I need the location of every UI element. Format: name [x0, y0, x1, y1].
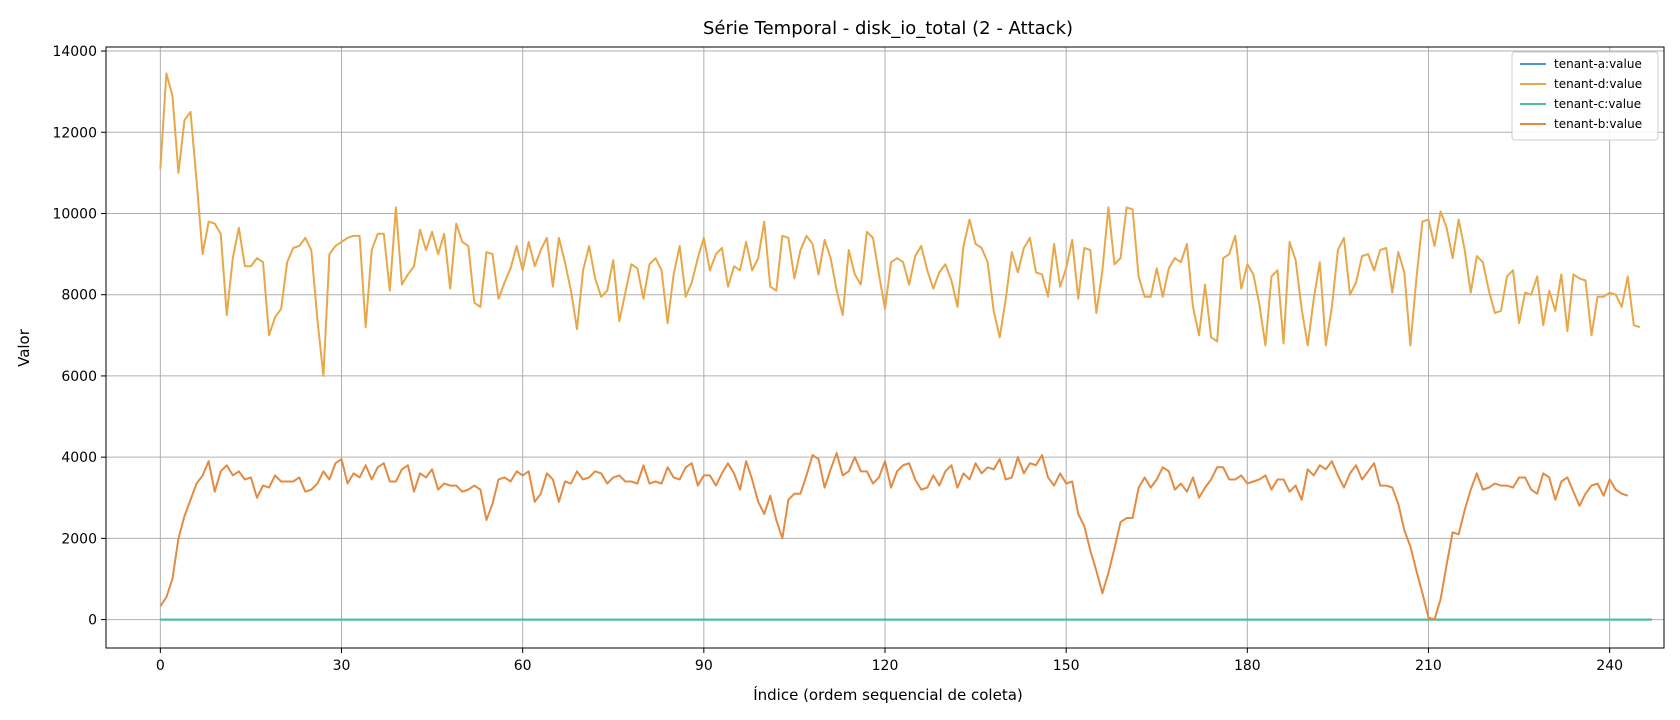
series-line-tenant-d: [159, 72, 1641, 377]
y-tick-label: 0: [88, 613, 97, 629]
x-tick-label: 0: [156, 658, 165, 674]
axis-ticks: 0 30 60 90 120 150 180 210 240 0 2000 4000 6000 8000 1…: [52, 44, 1623, 674]
y-tick-label: 8000: [61, 288, 97, 304]
x-tick-label: 90: [695, 658, 713, 674]
legend-entry: tenant-b:value: [1554, 117, 1642, 131]
x-tick-label: 60: [514, 658, 532, 674]
legend-entry: tenant-c:value: [1554, 97, 1641, 111]
x-tick-label: 240: [1596, 658, 1623, 674]
y-tick-label: 6000: [61, 369, 97, 385]
y-tick-label: 14000: [52, 44, 97, 60]
x-axis-label: Índice (ordem sequencial de coleta): [753, 685, 1023, 704]
y-axis-label: Valor: [15, 328, 33, 367]
x-tick-label: 150: [1053, 658, 1080, 674]
legend: tenant-a:value tenant-d:value tenant-c:val…: [1511, 51, 1659, 141]
chart-title: Série Temporal - disk_io_total (2 - Atta…: [703, 18, 1073, 39]
y-tick-label: 2000: [61, 531, 97, 547]
x-tick-label: 210: [1415, 658, 1442, 674]
legend-box: [1511, 51, 1659, 141]
x-tick-label: 120: [872, 658, 899, 674]
y-tick-label: 4000: [61, 450, 97, 466]
series-line-tenant-b: [159, 452, 1629, 621]
legend-entry: tenant-d:value: [1554, 77, 1642, 91]
x-tick-label: 180: [1234, 658, 1261, 674]
x-tick-label: 30: [333, 658, 351, 674]
series-lines: [159, 72, 1652, 621]
y-tick-label: 10000: [52, 206, 97, 222]
legend-entry: tenant-a:value: [1554, 57, 1642, 71]
y-tick-label: 12000: [52, 125, 97, 141]
